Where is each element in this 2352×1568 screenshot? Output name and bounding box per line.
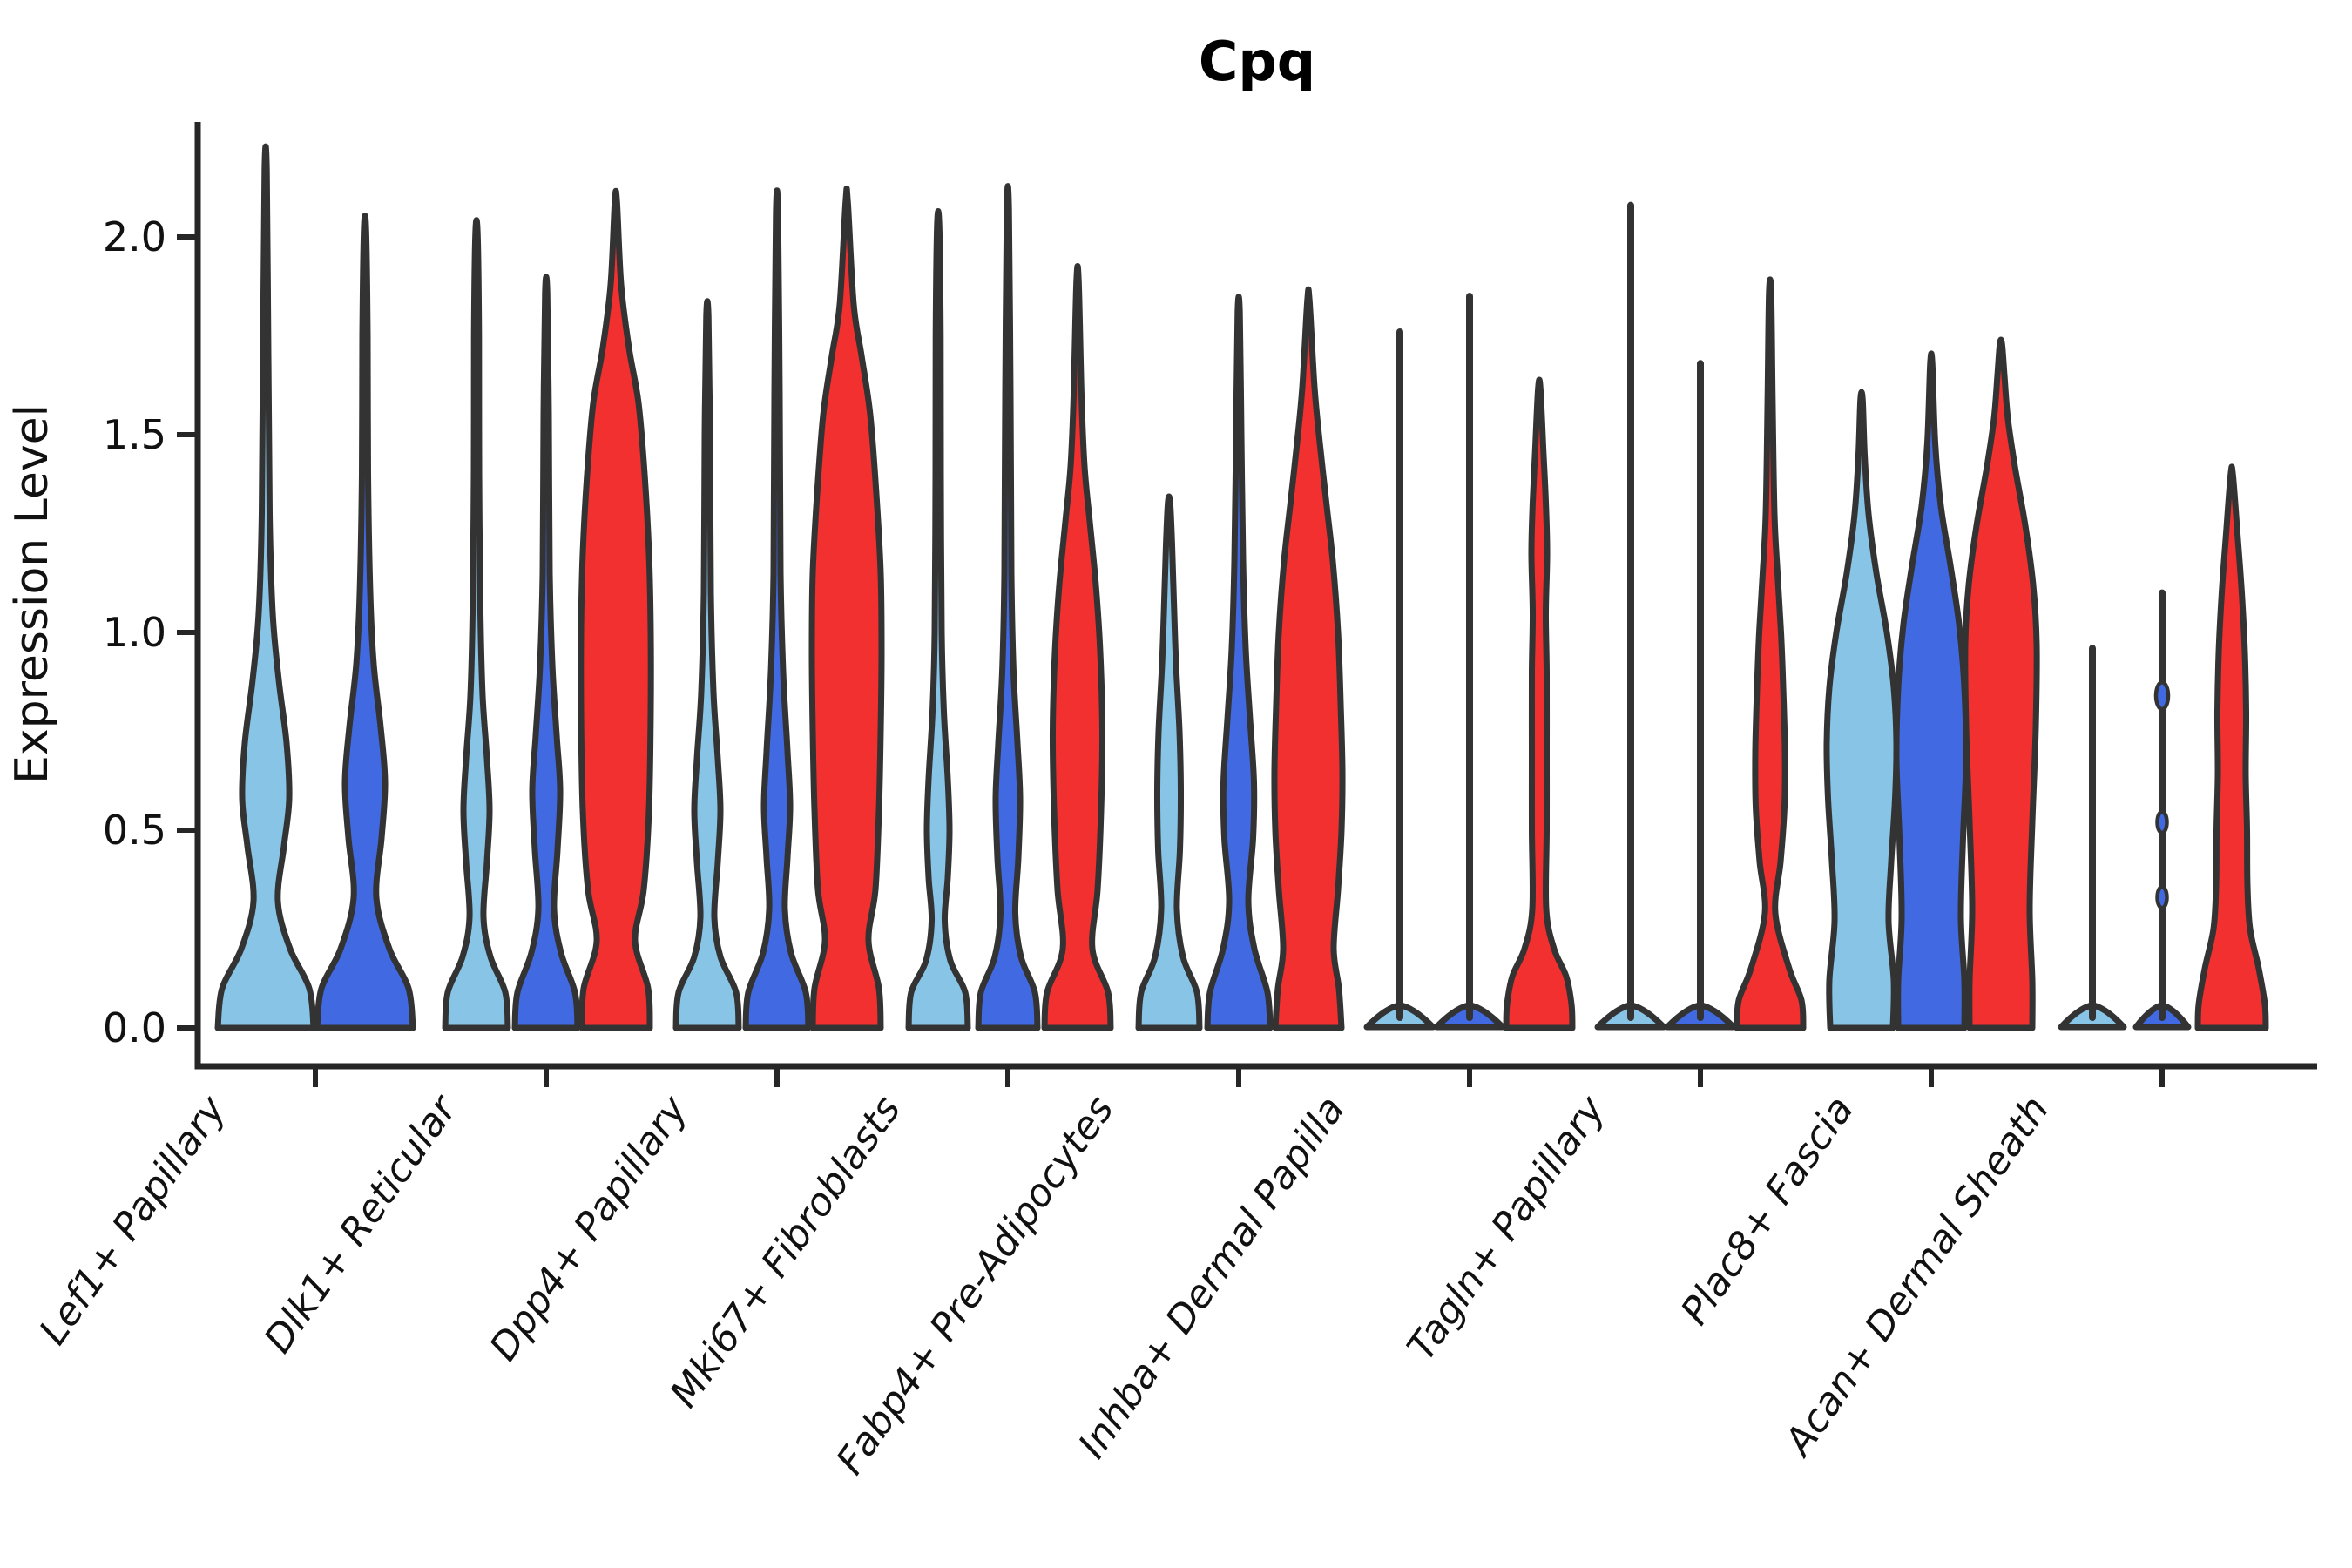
violin-mki67-fibroblasts-lightblue — [905, 208, 971, 1031]
violin-dpp4-papillary-red — [808, 185, 885, 1031]
y-axis-label: Expression Level — [6, 404, 58, 784]
violin-fabp4-pre-adipocytes-lightblue — [1135, 493, 1203, 1031]
x-tick-label-tagln-papillary: Tagln+ Papillary — [1399, 1087, 1614, 1369]
violin-dlk1-reticular-red — [578, 187, 654, 1031]
violin-plac8-fascia-lightblue — [1823, 389, 1900, 1031]
x-tick-label-mki67-fibroblasts: Mki67+ Fibroblasts — [662, 1088, 910, 1416]
violin-dpp4-papillary-blue — [742, 187, 812, 1031]
violin-dlk1-reticular-blue — [511, 274, 581, 1031]
violin-fabp4-pre-adipocytes-blue — [1204, 294, 1274, 1031]
x-tick-label-inhba-dermal-papilla: Inhba+ Dermal Papilla — [1070, 1088, 1353, 1466]
violin-tagln-papillary-red — [1734, 276, 1807, 1031]
x-tick-label-dpp4-papillary: Dpp4+ Papillary — [481, 1087, 697, 1369]
y-tick-label: 1.0 — [103, 609, 166, 656]
violin-lef1-papillary-blue — [314, 213, 416, 1031]
violin-dpp4-papillary-lightblue — [672, 298, 742, 1031]
violin-fabp4-pre-adipocytes-red — [1271, 286, 1346, 1031]
violin-plac8-fascia-blue — [1893, 350, 1970, 1031]
violin-plac8-fascia-red — [1962, 336, 2040, 1031]
chart-title: Cpq — [1199, 30, 1315, 93]
x-tick-label-dlk1-reticular: Dlk1+ Reticular — [256, 1086, 467, 1362]
violin-mki67-fibroblasts-red — [1041, 262, 1114, 1031]
violin-mki67-fibroblasts-blue — [975, 183, 1041, 1031]
y-tick-label: 0.0 — [103, 1004, 166, 1051]
violin-inhba-dermal-papilla-red — [1503, 376, 1576, 1031]
violin-dlk1-reticular-lightblue — [442, 217, 511, 1031]
violin-bead-acan-dermal-sheath-blue — [2155, 809, 2169, 835]
violin-bead-acan-dermal-sheath-blue — [2153, 679, 2171, 712]
y-tick-label: 0.5 — [103, 807, 166, 854]
x-tick-label-lef1-papillary: Lef1+ Papillary — [30, 1087, 235, 1353]
y-tick-label: 2.0 — [103, 213, 166, 260]
y-tick-label: 1.5 — [103, 411, 166, 458]
violin-acan-dermal-sheath-red — [2194, 463, 2269, 1031]
violin-bead-acan-dermal-sheath-blue — [2155, 884, 2169, 910]
violin-lef1-papillary-lightblue — [214, 144, 317, 1031]
x-tick-label-plac8-fascia: Plac8+ Fascia — [1673, 1088, 1862, 1333]
